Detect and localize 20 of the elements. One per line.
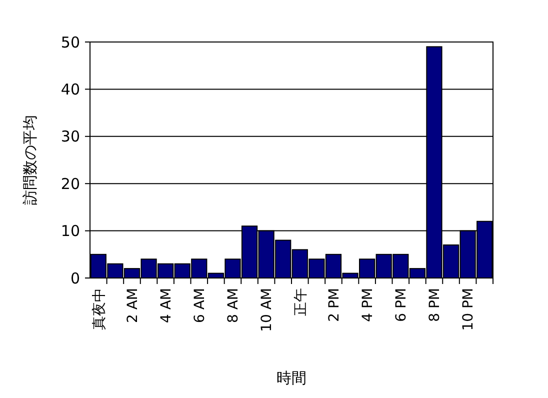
x-tick-label: 2 PM [326,288,342,322]
x-tick-label: 6 PM [394,288,410,322]
x-tick-label: 8 PM [427,288,444,322]
x-tick-label: 10 PM [460,288,477,331]
y-tick-label: 40 [60,80,80,98]
x-tick-label: 6 AM [192,288,208,324]
x-tick-label: 10 AM [259,288,276,332]
x-tick-label: 正午 [292,288,309,316]
y-axis-title: 訪問数の平均 [21,115,39,205]
x-tick-label: 真夜中 [91,288,108,330]
x-tick-label: 2 AM [124,288,141,324]
x-axis-title: 時間 [276,369,306,387]
y-tick-label: 20 [60,174,80,193]
y-tick-label: 30 [60,128,80,146]
x-tick-label: 8 AM [226,288,242,324]
x-tick-label: 4 AM [158,288,174,324]
x-tick-label: 4 PM [360,288,376,322]
y-tick-label: 0 [70,269,80,288]
y-tick-label: 50 [60,33,80,52]
y-tick-label: 10 [60,222,80,240]
